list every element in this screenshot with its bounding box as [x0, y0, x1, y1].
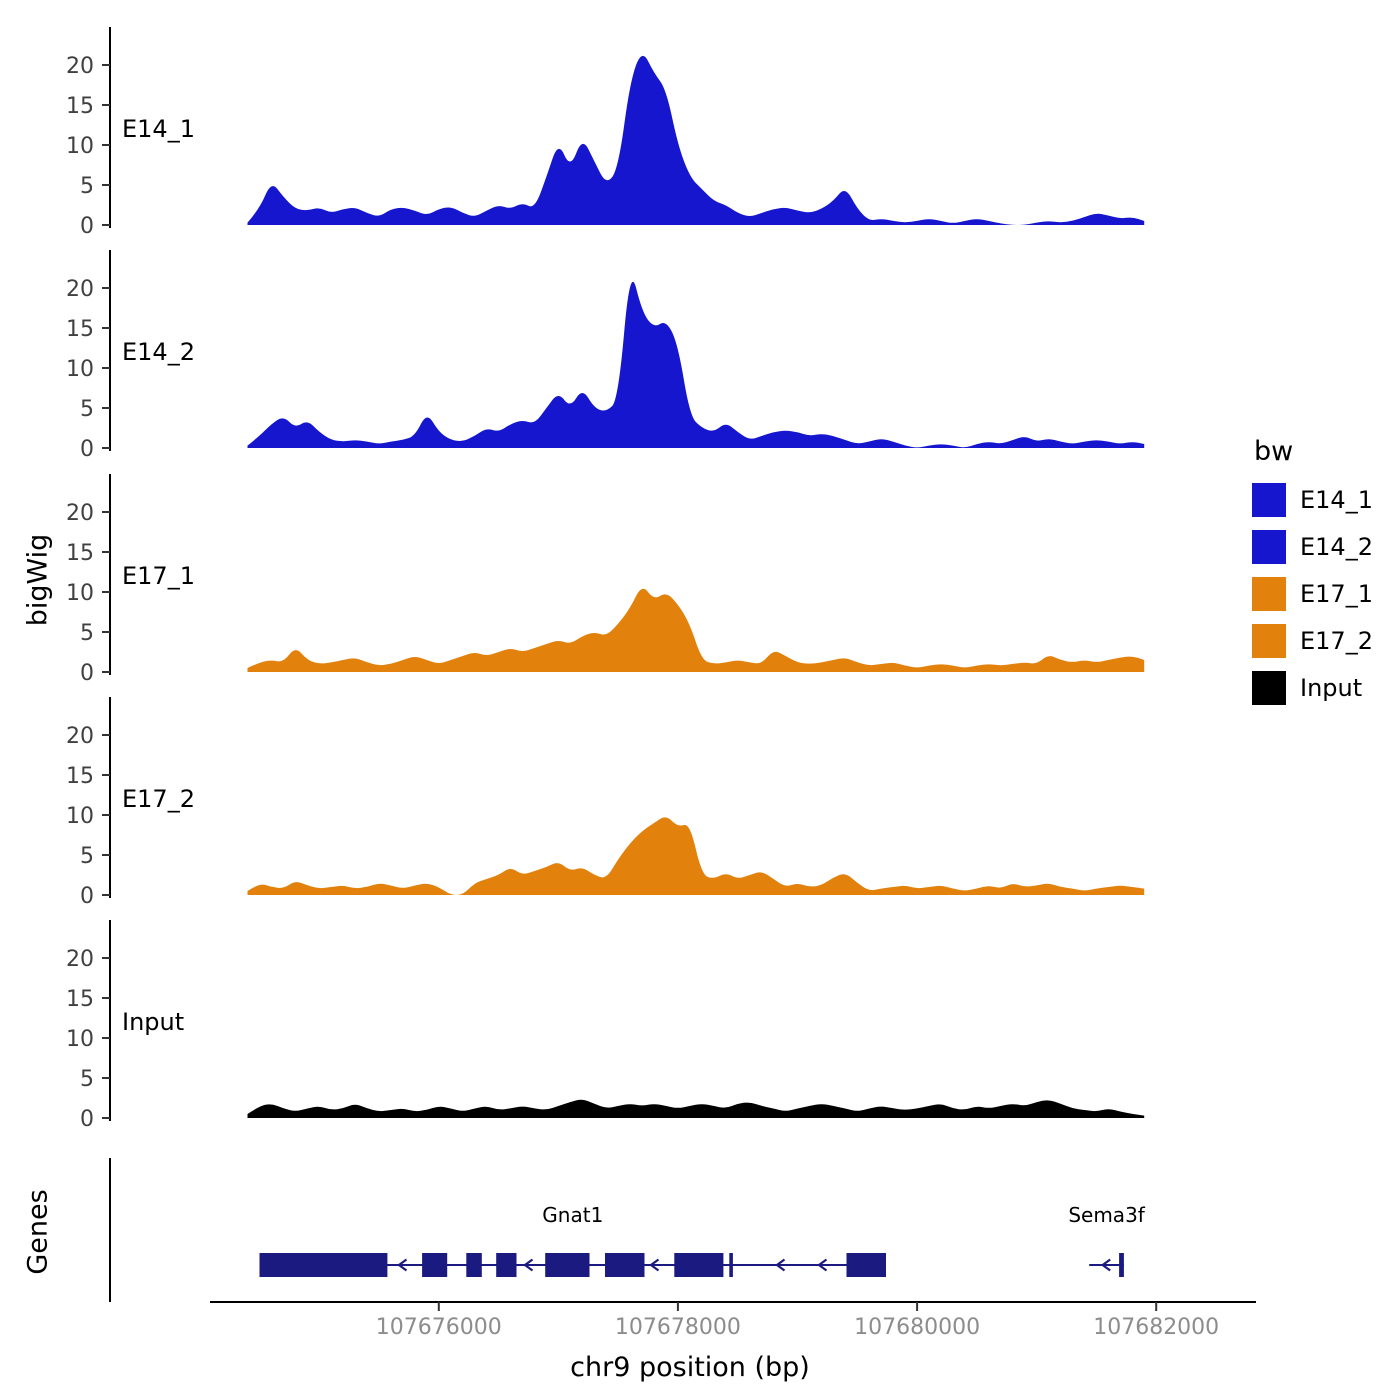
y-tick-label: 15 [66, 541, 94, 566]
strand-arrow [817, 1258, 828, 1272]
x-axis: 107676000 107678000 107680000 107682000 [210, 1301, 1256, 1340]
gene-model-Sema3f: Sema3f [1068, 1203, 1146, 1277]
track-panel-E17_1: 0 5 10 15 20 E17_1 [66, 474, 1145, 686]
y-tick-label: 0 [80, 661, 94, 686]
legend-item-label: E14_2 [1300, 533, 1373, 561]
legend-swatch [1252, 577, 1286, 611]
y-tick-label: 20 [66, 724, 94, 749]
y-tick-label: 15 [66, 764, 94, 789]
x-tick-label: 107682000 [1093, 1315, 1219, 1340]
y-tick-label: 15 [66, 317, 94, 342]
legend-item-E17_2: E17_2 [1252, 624, 1398, 658]
y-tick-label: 0 [80, 884, 94, 909]
strand-arrow [397, 1258, 408, 1272]
y-tick-label: 0 [80, 1107, 94, 1132]
strand-arrow [649, 1258, 660, 1272]
legend-item-label: E17_2 [1300, 627, 1373, 655]
x-axis-title: chr9 position (bp) [570, 1352, 810, 1383]
legend-item-Input: Input [1252, 671, 1398, 705]
strand-arrow [523, 1258, 534, 1272]
legend-items: E14_1 E14_2 E17_1 E17_2 Input [1252, 483, 1398, 705]
y-tick-label: 15 [66, 94, 94, 119]
legend-swatch [1252, 671, 1286, 705]
legend-item-E17_1: E17_1 [1252, 577, 1398, 611]
legend-swatch [1252, 624, 1286, 658]
track-label-E17_2: E17_2 [122, 785, 195, 813]
coverage-area-E17_2 [247, 817, 1145, 895]
y-tick-label: 5 [80, 621, 94, 646]
y-tick-label: 10 [66, 581, 94, 606]
y-tick-label: 0 [80, 214, 94, 239]
track-label-E17_1: E17_1 [122, 562, 195, 590]
coverage-area-E17_1 [247, 588, 1145, 672]
exon [466, 1253, 482, 1277]
exon [1119, 1253, 1124, 1277]
gene-label-Sema3f: Sema3f [1068, 1203, 1145, 1227]
legend-item-E14_2: E14_2 [1252, 530, 1398, 564]
genes-panel: Gnat1 Sema3f [109, 1158, 1146, 1302]
y-tick-label: 10 [66, 357, 94, 382]
y-axis-title: bigWig [22, 533, 54, 627]
exon [259, 1253, 388, 1277]
genes-axis-title: Genes [22, 1189, 54, 1275]
y-tick-label: 0 [80, 437, 94, 462]
x-tick-label: 107676000 [376, 1315, 502, 1340]
coverage-area-E14_1 [247, 55, 1145, 225]
strand-arrow [1100, 1258, 1111, 1272]
track-label-E14_2: E14_2 [122, 338, 195, 366]
gene-model-Gnat1: Gnat1 [259, 1203, 886, 1277]
y-tick-label: 10 [66, 1027, 94, 1052]
y-tick-label: 20 [66, 54, 94, 79]
exon [545, 1253, 590, 1277]
exon [605, 1253, 645, 1277]
legend-swatch [1252, 483, 1286, 517]
y-tick-label: 5 [80, 397, 94, 422]
y-tick-label: 5 [80, 844, 94, 869]
y-tick-label: 5 [80, 1067, 94, 1092]
y-tick-label: 20 [66, 947, 94, 972]
legend-item-label: E17_1 [1300, 580, 1373, 608]
legend-item-label: E14_1 [1300, 486, 1373, 514]
exon [496, 1253, 517, 1277]
gene-label-Gnat1: Gnat1 [542, 1203, 603, 1227]
track-label-Input: Input [122, 1008, 184, 1036]
legend-item-label: Input [1300, 674, 1363, 702]
exon [674, 1253, 724, 1277]
legend: bw E14_1 E14_2 E17_1 E17_2 Input [1252, 436, 1398, 718]
track-panel-E17_2: 0 5 10 15 20 E17_2 [66, 697, 1145, 909]
x-tick-label: 107678000 [615, 1315, 741, 1340]
legend-item-E14_1: E14_1 [1252, 483, 1398, 517]
exon [729, 1253, 733, 1277]
track-panel-E14_1: 0 5 10 15 20 E14_1 [66, 27, 1145, 239]
y-tick-label: 20 [66, 501, 94, 526]
y-tick-label: 10 [66, 134, 94, 159]
legend-swatch [1252, 530, 1286, 564]
y-tick-label: 5 [80, 174, 94, 199]
legend-title: bw [1254, 436, 1294, 467]
y-tick-label: 20 [66, 277, 94, 302]
y-tick-label: 10 [66, 804, 94, 829]
coverage-area-E14_2 [247, 281, 1145, 448]
exon [846, 1253, 886, 1277]
x-tick-label: 107680000 [854, 1315, 980, 1340]
exon [422, 1253, 448, 1277]
track-label-E14_1: E14_1 [122, 115, 195, 143]
track-panel-E14_2: 0 5 10 15 20 E14_2 [66, 250, 1145, 462]
strand-arrow [775, 1258, 786, 1272]
y-tick-label: 15 [66, 987, 94, 1012]
coverage-area-Input [247, 1099, 1145, 1118]
track-panel-Input: 0 5 10 15 20 Input [66, 920, 1145, 1132]
